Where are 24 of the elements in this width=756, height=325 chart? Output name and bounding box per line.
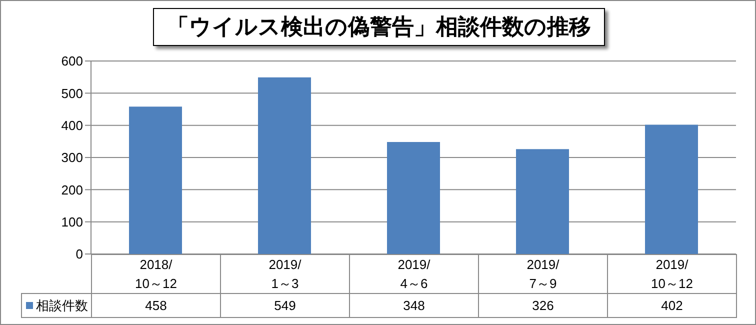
legend-label: 相談件数	[21, 293, 92, 318]
x-tick-label: 2019/ 7～9	[478, 254, 608, 294]
chart-title: 「ウイルス検出の偽警告」相談件数の推移	[153, 8, 605, 46]
data-label: 402	[607, 293, 737, 318]
x-tick-label: 2019/ 10～12	[607, 254, 737, 294]
x-tick-label: 2019/ 4～6	[349, 254, 479, 294]
y-tick-label: 500	[61, 86, 83, 101]
data-label: 348	[349, 293, 479, 318]
y-tick-label: 600	[61, 54, 83, 69]
y-tick-label: 300	[61, 150, 83, 166]
y-tick-label: 400	[61, 118, 83, 133]
data-label: 326	[478, 293, 608, 318]
y-tick-label: 100	[61, 214, 83, 230]
data-label: 549	[220, 293, 350, 318]
y-tick-label: 0	[76, 246, 83, 262]
x-tick-label: 2018/ 10～12	[91, 254, 221, 294]
x-tick-label: 2019/ 1～3	[220, 254, 350, 294]
bar	[645, 124, 698, 254]
bar	[516, 149, 569, 254]
y-tick-label: 200	[61, 182, 83, 198]
bar	[129, 106, 182, 254]
bar	[258, 77, 311, 254]
data-label: 458	[91, 293, 221, 318]
bar	[387, 142, 440, 254]
